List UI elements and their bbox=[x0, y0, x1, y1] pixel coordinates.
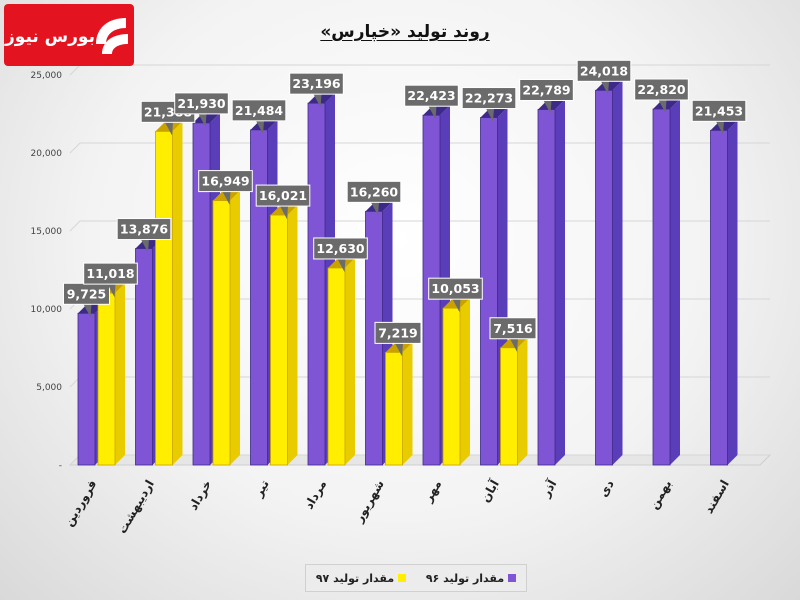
data-label-96: 23,196 bbox=[289, 72, 344, 108]
bar-97 bbox=[155, 121, 183, 466]
bar-96 bbox=[595, 80, 623, 466]
svg-text:22,423: 22,423 bbox=[407, 88, 455, 103]
data-label-96: 21,930 bbox=[174, 92, 229, 127]
x-tick-label: دی bbox=[596, 478, 617, 500]
bar-97 bbox=[270, 205, 298, 466]
legend-label-97: مقدار تولید ۹۷ bbox=[315, 571, 395, 585]
gridline-diag bbox=[69, 220, 81, 232]
bar-96 bbox=[537, 99, 565, 466]
bar-97 bbox=[385, 342, 413, 466]
x-tick-label: خرداد bbox=[186, 478, 214, 513]
legend-entry-96: مقدار تولید ۹۶ bbox=[425, 571, 517, 585]
data-label-96: 22,273 bbox=[461, 87, 517, 122]
y-tick-label: 5,000 bbox=[36, 383, 62, 393]
svg-text:10,053: 10,053 bbox=[431, 281, 479, 296]
svg-text:7,219: 7,219 bbox=[378, 325, 418, 340]
svg-text:23,196: 23,196 bbox=[292, 76, 341, 91]
svg-text:21,484: 21,484 bbox=[235, 103, 284, 118]
legend-entry-97: مقدار تولید ۹۷ bbox=[315, 571, 407, 585]
svg-text:24,018: 24,018 bbox=[580, 63, 628, 78]
legend-swatch-96 bbox=[508, 574, 517, 582]
svg-text:9,725: 9,725 bbox=[67, 286, 107, 301]
svg-text:11,018: 11,018 bbox=[86, 266, 134, 281]
bar-97 bbox=[442, 298, 470, 466]
y-tick-label: 15,000 bbox=[31, 227, 63, 237]
logo-text: بورس نیوز bbox=[4, 27, 95, 47]
x-tick-label: آبان bbox=[477, 476, 502, 505]
svg-text:22,820: 22,820 bbox=[637, 82, 686, 97]
data-label-97: 7,219 bbox=[374, 321, 422, 357]
y-tick-label: 25,000 bbox=[31, 71, 63, 81]
x-tick-label: اسفند bbox=[702, 478, 732, 517]
x-tick-label: تیر bbox=[251, 478, 272, 500]
bar-97 bbox=[500, 337, 528, 466]
svg-text:16,021: 16,021 bbox=[259, 188, 307, 203]
x-tick-label: مهر bbox=[420, 478, 444, 506]
bar-96 bbox=[710, 120, 738, 466]
y-tick-label: 20,000 bbox=[31, 149, 63, 159]
bar-97 bbox=[212, 190, 240, 466]
x-tick-label: بهمن bbox=[647, 478, 675, 512]
svg-text:7,516: 7,516 bbox=[493, 321, 533, 336]
bar-97 bbox=[327, 257, 355, 466]
data-label-96: 22,423 bbox=[404, 84, 459, 120]
svg-text:16,260: 16,260 bbox=[350, 184, 399, 199]
svg-text:13,876: 13,876 bbox=[120, 222, 169, 237]
legend-label-96: مقدار تولید ۹۶ bbox=[425, 571, 505, 585]
svg-text:12,630: 12,630 bbox=[316, 241, 365, 256]
legend-swatch-97 bbox=[398, 574, 407, 582]
data-label-96: 21,453 bbox=[691, 99, 747, 135]
x-tick-label: اردیبهشت bbox=[115, 478, 157, 536]
x-tick-label: شهریور bbox=[351, 478, 388, 526]
data-label-97: 12,630 bbox=[313, 237, 368, 272]
data-label-96: 16,260 bbox=[346, 180, 402, 216]
data-label-97: 7,516 bbox=[489, 317, 537, 352]
svg-text:16,949: 16,949 bbox=[201, 174, 249, 189]
legend: مقدار تولید ۹۷ مقدار تولید ۹۶ bbox=[305, 564, 527, 592]
x-tick-label: مرداد bbox=[302, 478, 330, 512]
data-label-96: 9,725 bbox=[63, 282, 110, 318]
x-tick-label: فروردین bbox=[62, 478, 101, 530]
boursenews-logo: بورس نیوز bbox=[4, 4, 134, 66]
y-tick-label: 10,000 bbox=[31, 305, 63, 315]
svg-text:22,273: 22,273 bbox=[465, 91, 513, 106]
data-label-96: 13,876 bbox=[116, 218, 172, 253]
data-label-96: 22,789 bbox=[519, 78, 574, 114]
x-tick-label: آذر bbox=[537, 476, 560, 500]
bar-97 bbox=[97, 283, 125, 466]
data-label-96: 22,820 bbox=[634, 78, 689, 114]
gridline-diag bbox=[69, 64, 81, 76]
y-tick-label: - bbox=[59, 461, 62, 471]
chart-title: روند تولید «خپارس» bbox=[320, 22, 490, 42]
data-label-97: 16,949 bbox=[198, 170, 253, 205]
data-label-97: 16,021 bbox=[255, 184, 311, 220]
svg-text:21,453: 21,453 bbox=[695, 103, 743, 118]
data-label-96: 21,484 bbox=[231, 99, 287, 134]
bar-96 bbox=[652, 99, 680, 466]
data-label-97: 10,053 bbox=[428, 277, 483, 313]
data-label-97: 11,018 bbox=[83, 262, 138, 298]
gridline-diag bbox=[69, 142, 81, 154]
svg-text:22,789: 22,789 bbox=[522, 82, 570, 97]
svg-text:21,930: 21,930 bbox=[177, 96, 226, 111]
data-label-96: 24,018 bbox=[576, 59, 632, 95]
